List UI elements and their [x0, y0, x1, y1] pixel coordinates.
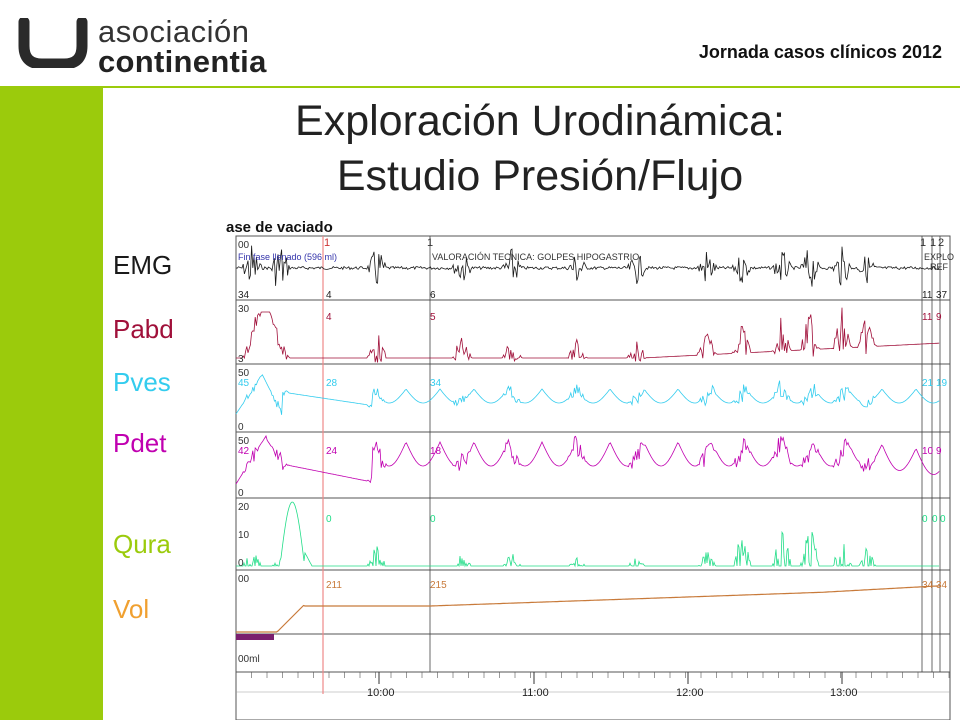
marker-label-1d: 1 [930, 237, 936, 249]
slide-title-line2: Estudio Presión/Flujo [336, 152, 744, 200]
time-tick-label: 10:00 [367, 687, 395, 699]
pdet-scale-0: 0 [238, 488, 244, 499]
event-title: Jornada casos clínicos 2012 [698, 42, 942, 62]
qura-value: 0 [940, 514, 946, 525]
pves-value: 34 [430, 378, 442, 389]
pabd-trace [236, 307, 940, 363]
logo-mark-icon [18, 18, 88, 68]
channel-label-pdet: Pdet [113, 428, 167, 458]
time-tick-label: 12:00 [676, 687, 704, 699]
vol-value: 215 [430, 580, 447, 591]
annotation-fill-end: Fin fase llenado (596 ml) [238, 252, 337, 262]
channel-label-qura: Qura [113, 529, 171, 559]
void-phase-bar [236, 634, 274, 640]
emg-scale: 00 [238, 240, 250, 251]
vol-value: 211 [326, 580, 342, 591]
channel-label-pves: Pves [113, 367, 171, 397]
channel-label-pabd: Pabd [113, 314, 174, 344]
pabd-value: 4 [326, 312, 332, 323]
pdet-scale-50: 50 [238, 436, 250, 447]
vol-value: 34 [922, 580, 934, 591]
pdet-value: 9 [936, 446, 942, 457]
pves-value: 21 [922, 378, 934, 389]
pves-trace [235, 374, 940, 415]
qura-trace [236, 501, 939, 568]
tracing-header: ase de vaciado [226, 219, 333, 236]
tracing-frame [235, 235, 951, 720]
emg-value: 4 [326, 290, 332, 301]
pdet-value: 24 [326, 446, 338, 457]
pves-value: 19 [936, 378, 948, 389]
pabd-value: 9 [936, 312, 942, 323]
slide-title-line1: Exploración Urodinámica: [295, 97, 785, 145]
slide-title: Exploración Urodinámica: Estudio Presión… [150, 94, 930, 204]
pdet-trace [235, 435, 940, 485]
pdet-value: 42 [238, 446, 250, 457]
annotation-tecnica: VALORACIÓN TECNICA: GOLPES HIPOGASTRIO [432, 252, 639, 262]
logo: asociación continentia [18, 14, 288, 79]
accent-sidebar [0, 88, 103, 720]
vol-scale: 00 [238, 574, 250, 585]
vol-trace [236, 585, 940, 633]
vol-value: 34 [936, 580, 948, 591]
qura-value: 0 [430, 514, 436, 525]
header-divider [0, 86, 960, 88]
marker-label-1c: 1 [920, 237, 926, 249]
annotation-ref: REF [930, 262, 949, 272]
pdet-value: 10 [922, 446, 934, 457]
time-tick-label: 13:00 [830, 687, 858, 699]
qura-value: 0 [326, 514, 332, 525]
pabd-value: 11 [922, 312, 933, 323]
qura-scale-10: 10 [238, 530, 250, 541]
channel-label-emg: EMG [113, 250, 173, 280]
pves-scale-50: 50 [238, 368, 250, 379]
qura-value: 0 [922, 514, 928, 525]
pabd-value: 3 [238, 354, 244, 365]
emg-value: 6 [430, 290, 436, 301]
logo-text-line2: continentia [98, 44, 267, 79]
channel-label-vol: Vol [113, 594, 150, 624]
emg-value: 37 [936, 290, 948, 301]
pves-scale-0: 0 [238, 422, 244, 433]
qura-scale-20: 20 [238, 502, 250, 513]
pdet-value: 18 [430, 446, 442, 457]
emg-value: 11 [922, 290, 933, 301]
qura-value: 0 [932, 514, 938, 525]
marker-label-1a: 1 [324, 237, 330, 249]
qura-scale-0: 0 [238, 558, 244, 569]
time-tick-label: 11:00 [522, 687, 549, 699]
pves-value: 28 [326, 378, 338, 389]
marker-label-2: 2 [938, 237, 944, 249]
logo-text-line1: asociación [98, 14, 250, 49]
emg-trace [235, 245, 940, 287]
pabd-value: 5 [430, 312, 436, 323]
vol-unit: 00ml [238, 654, 260, 665]
marker-label-1b: 1 [427, 237, 433, 249]
emg-value: 34 [238, 290, 250, 301]
annotation-explo: EXPLO [924, 252, 954, 262]
pabd-value: 30 [238, 304, 250, 315]
pves-value: 45 [238, 378, 250, 389]
